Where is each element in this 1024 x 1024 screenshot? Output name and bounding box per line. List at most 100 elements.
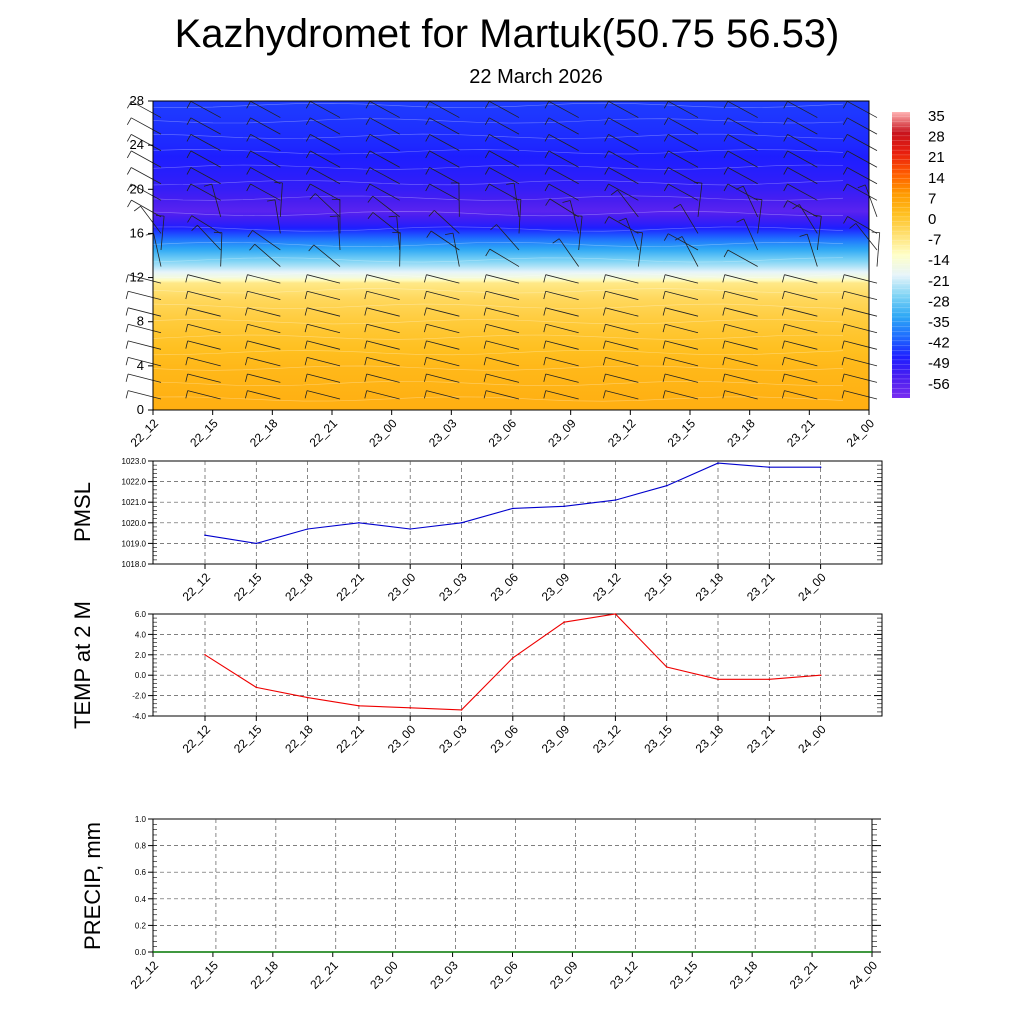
wind-barb-flag xyxy=(185,390,189,399)
contour-line xyxy=(152,226,844,232)
colorbar-label: -14 xyxy=(928,252,950,269)
wind-barb-flag xyxy=(783,150,788,159)
x-tick-label: 24_00 xyxy=(795,722,829,756)
wind-barb xyxy=(799,204,818,234)
colorbar-label: -56 xyxy=(928,376,950,393)
wind-barb-flag xyxy=(662,390,666,399)
x-tick-label: 23_18 xyxy=(693,722,727,756)
wind-barb xyxy=(187,307,221,317)
wind-barb-flag xyxy=(783,117,788,125)
colorbar-label: -7 xyxy=(928,232,941,249)
x-tick-label: 23_15 xyxy=(641,722,675,756)
wind-barb-flag xyxy=(246,167,251,175)
wind-barb-flag xyxy=(783,183,788,192)
wind-barb-flag xyxy=(722,390,726,399)
wind-barb xyxy=(279,182,283,217)
wind-barb xyxy=(605,307,639,317)
wind-barb-flag xyxy=(544,134,550,142)
wind-barb-flag xyxy=(662,357,666,366)
wind-barb xyxy=(191,215,221,234)
wind-barb-flag xyxy=(674,236,683,241)
wind-barb-flag xyxy=(305,150,311,159)
wind-barb-flag xyxy=(246,150,251,159)
wind-barb-flag xyxy=(246,134,251,142)
wind-barb-flag xyxy=(304,373,308,382)
x-tick-label: 22_18 xyxy=(282,570,316,604)
wind-barb xyxy=(140,205,162,234)
wind-barb xyxy=(190,150,221,168)
wind-barb-flag xyxy=(782,340,785,349)
wind-barb xyxy=(190,100,221,118)
wind-barb xyxy=(190,134,221,152)
wind-barb xyxy=(784,274,818,284)
data-point xyxy=(512,657,514,659)
x-tick-label: 23_12 xyxy=(607,958,641,992)
wind-barb xyxy=(128,323,162,334)
wind-barb xyxy=(486,290,520,301)
wind-barb-flag xyxy=(723,101,729,109)
x-tick-label: 23_06 xyxy=(487,570,521,604)
colorbar-label: -42 xyxy=(928,335,950,352)
wind-barb xyxy=(247,307,281,317)
x-tick-label: 22_15 xyxy=(231,722,265,756)
wind-barb-flag xyxy=(574,215,583,217)
wind-barb xyxy=(668,150,699,168)
wind-barb-flag xyxy=(185,274,189,283)
wind-barb-flag xyxy=(364,340,368,349)
wind-barb-flag xyxy=(662,307,666,316)
wind-barb-flag xyxy=(329,215,338,217)
wind-barb xyxy=(784,307,818,317)
wind-barb-flag xyxy=(841,390,845,399)
wind-barb xyxy=(247,373,281,383)
wind-barb xyxy=(680,204,699,234)
wind-barb-flag xyxy=(543,357,547,366)
wind-barb-flag xyxy=(245,274,248,283)
wind-barb-flag xyxy=(543,390,547,399)
x-tick-label: 23_15 xyxy=(641,570,675,604)
data-point xyxy=(614,613,617,615)
contour-line xyxy=(152,365,844,371)
wind-barb xyxy=(396,216,401,251)
wind-barb-flag xyxy=(604,101,609,109)
wind-barb-flag xyxy=(424,390,427,399)
wind-barb-flag xyxy=(424,274,427,283)
wind-barb xyxy=(131,134,162,152)
wind-barb-flag xyxy=(246,101,251,109)
wind-barb-flag xyxy=(543,324,547,333)
contour-line xyxy=(152,133,844,139)
wind-barb-flag xyxy=(185,307,189,316)
wind-barb-flag xyxy=(782,357,785,366)
wind-barb xyxy=(548,183,579,201)
wind-barb xyxy=(426,290,460,301)
wind-barb-flag xyxy=(841,274,845,283)
wind-barb xyxy=(681,236,699,267)
wind-barb xyxy=(247,390,281,400)
wind-barb xyxy=(429,134,460,152)
wind-barb xyxy=(724,390,758,400)
wind-barb-flag xyxy=(723,150,729,159)
wind-barb-flag xyxy=(842,117,848,125)
wind-barb xyxy=(787,200,818,218)
y-tick-label: 4 xyxy=(137,358,144,373)
x-tick-label: 22_18 xyxy=(282,722,316,756)
wind-barb xyxy=(452,233,460,267)
panel-frame xyxy=(152,460,883,565)
wind-barb xyxy=(366,274,400,284)
y-tick-label: 8 xyxy=(137,314,144,329)
wind-barb-flag xyxy=(304,340,308,349)
wind-barb xyxy=(486,340,520,350)
colorbar-label: 35 xyxy=(928,108,945,125)
y-tick-label: 0.6 xyxy=(135,868,147,877)
wind-barb-flag xyxy=(428,210,435,217)
wind-barb xyxy=(307,323,341,334)
wind-barb xyxy=(784,340,818,350)
x-tick-label: 22_12 xyxy=(128,958,162,992)
wind-barb xyxy=(190,117,221,135)
wind-barb-flag xyxy=(723,117,729,125)
wind-barb xyxy=(847,150,878,168)
wind-barb xyxy=(128,290,162,301)
contour-line xyxy=(152,118,844,124)
wind-barb-flag xyxy=(185,357,189,366)
wind-barb xyxy=(486,274,520,284)
x-tick-label: 23_12 xyxy=(590,722,624,756)
